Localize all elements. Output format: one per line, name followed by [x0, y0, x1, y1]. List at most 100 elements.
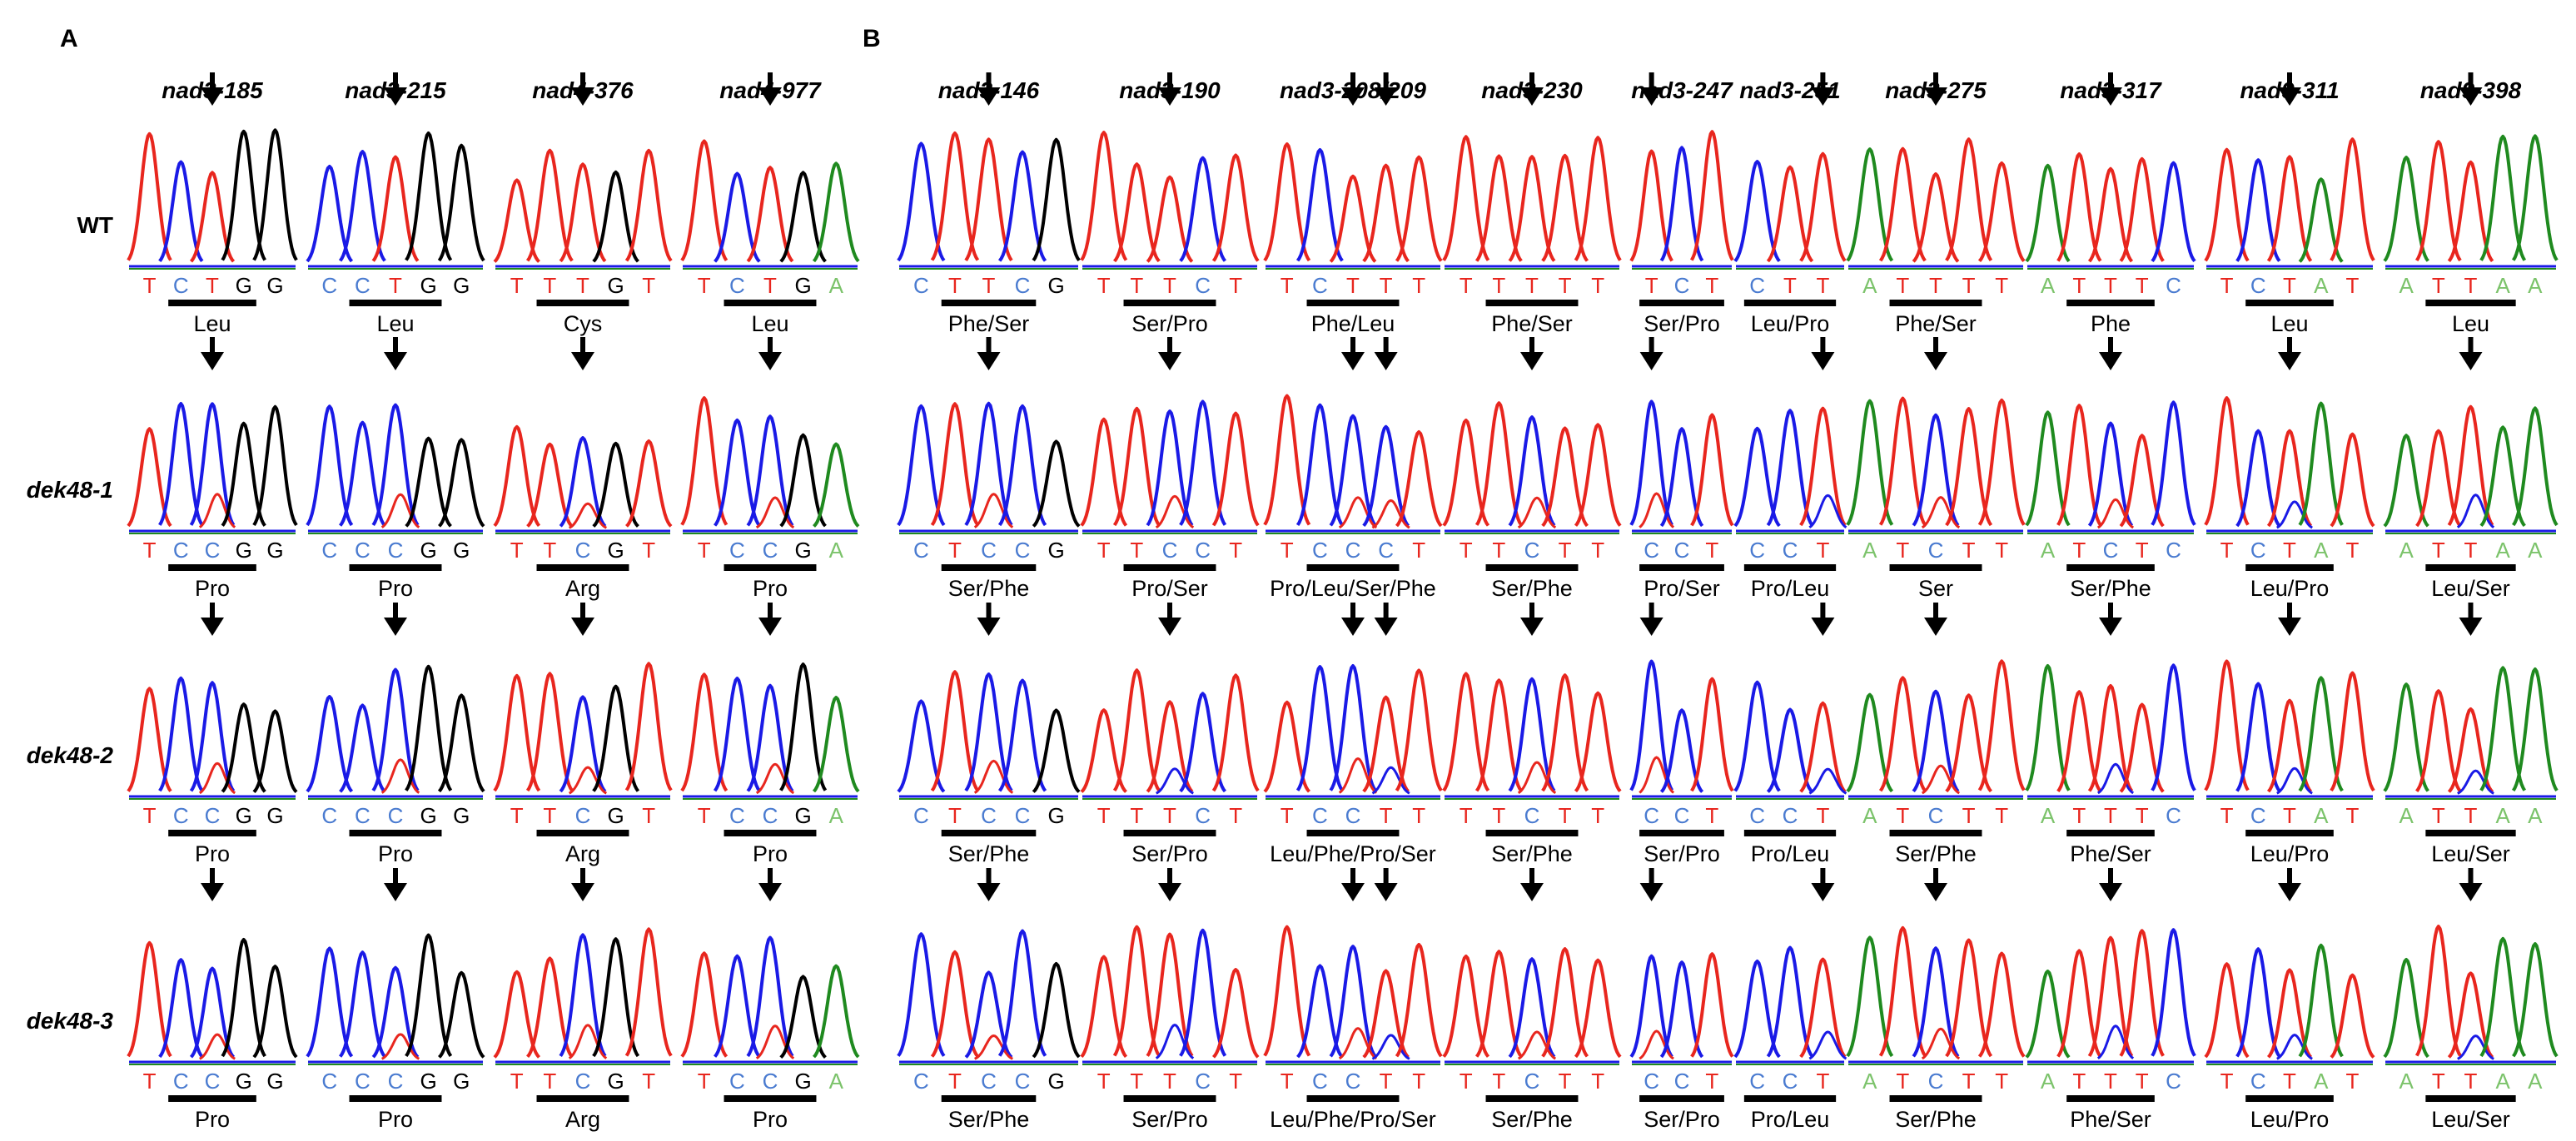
editing-site-arrow — [201, 87, 224, 106]
base-letter: A — [2528, 538, 2543, 563]
base-letter: T — [1559, 803, 1572, 828]
trace-secondary-peak — [1639, 492, 1675, 528]
trace-peak — [1977, 659, 2026, 791]
trace-peak — [1878, 146, 1927, 262]
trace-secondary-peak — [2457, 769, 2494, 795]
base-letter: T — [1281, 273, 1294, 298]
trace-peak — [779, 433, 827, 528]
trace-peak — [2119, 156, 2165, 262]
base-letter: C — [205, 803, 221, 828]
amino-acid-label: Leu/Pro — [2250, 841, 2330, 866]
amino-acid-label: Pro — [195, 576, 230, 601]
trace-peak — [2512, 942, 2559, 1058]
trace-peak — [493, 970, 541, 1059]
base-letter: T — [698, 538, 711, 563]
base-letter: C — [2166, 538, 2181, 563]
base-letter: G — [236, 1069, 252, 1094]
trace-peak — [1912, 413, 1960, 527]
editing-site-arrow-shaft — [1167, 337, 1172, 355]
editing-site-arrow — [1811, 618, 1835, 636]
amino-acid-label: Ser/Phe — [1491, 1107, 1573, 1132]
trace-peak — [1541, 947, 1589, 1058]
trace-peak — [2151, 928, 2196, 1057]
trace-secondary-peak — [2456, 494, 2495, 528]
base-letter: T — [1492, 273, 1505, 298]
trace-peak — [964, 137, 1013, 261]
trace-secondary-peak — [1338, 496, 1378, 529]
trace-peak — [2511, 667, 2559, 791]
trace-peak — [813, 442, 860, 528]
amino-acid-label: Pro — [195, 841, 230, 866]
base-letter: T — [2464, 273, 2478, 298]
base-letter: T — [1460, 273, 1473, 298]
trace-peak — [2025, 970, 2071, 1059]
base-letter: T — [1229, 1069, 1242, 1094]
trace-peak — [438, 970, 485, 1059]
base-letter: T — [642, 1069, 655, 1094]
trace-peak — [1146, 409, 1194, 527]
trace-secondary-peak — [568, 502, 608, 529]
amino-acid-label: Arg — [565, 841, 600, 866]
base-letter: A — [829, 1069, 844, 1094]
base-letter: T — [1412, 803, 1425, 828]
base-letter: C — [1524, 538, 1540, 563]
trace-peak — [1659, 427, 1704, 528]
editing-site-arrow — [2099, 883, 2122, 901]
editing-site-arrow-shaft — [2287, 72, 2292, 91]
base-letter: C — [1928, 1069, 1944, 1094]
base-letter: C — [321, 803, 337, 828]
trace-peak — [1395, 155, 1443, 262]
editing-site-arrow — [1341, 883, 1365, 901]
editing-site-arrow-shaft — [1529, 337, 1534, 355]
base-letter: A — [2496, 538, 2511, 563]
editing-site-arrow — [2278, 883, 2301, 901]
base-letter: T — [698, 803, 711, 828]
editing-site-arrow — [1520, 618, 1544, 636]
base-letter: T — [948, 273, 962, 298]
trace-peak — [2204, 396, 2250, 526]
trace-peak — [2056, 949, 2102, 1058]
trace-secondary-peak — [1808, 767, 1847, 795]
trace-peak — [2447, 160, 2494, 262]
base-letter: T — [2220, 538, 2234, 563]
base-letter: T — [2432, 1069, 2445, 1094]
base-letter: A — [2041, 538, 2056, 563]
codon-underline — [536, 830, 629, 836]
trace-peak — [2025, 664, 2071, 791]
base-letter: T — [2346, 803, 2360, 828]
trace-peak — [559, 695, 607, 793]
trace-secondary-peak — [1156, 767, 1194, 795]
base-letter: T — [1896, 273, 1909, 298]
amino-acid-label: Leu — [376, 311, 414, 336]
base-letter: T — [1281, 1069, 1294, 1094]
trace-peak — [493, 424, 541, 528]
editing-site-arrow-shaft — [1167, 603, 1172, 621]
codon-underline — [1485, 1095, 1579, 1102]
base-letter: T — [1525, 273, 1539, 298]
editing-site-arrow — [1374, 883, 1398, 901]
codon-underline — [1743, 564, 1837, 571]
amino-acid-label: Leu/Phe/Pro/Ser — [1270, 1107, 1436, 1132]
trace-peak — [2383, 156, 2429, 262]
base-letter: A — [2399, 1069, 2414, 1094]
editing-site-arrow — [977, 883, 1001, 901]
editing-site-arrow — [201, 883, 224, 901]
base-letter: A — [829, 803, 844, 828]
editing-site-arrow — [1639, 883, 1663, 901]
base-letter: C — [1783, 1069, 1798, 1094]
trace-peak — [2056, 152, 2102, 262]
trace-peak — [525, 148, 574, 262]
editing-site-arrow-shaft — [210, 72, 215, 91]
